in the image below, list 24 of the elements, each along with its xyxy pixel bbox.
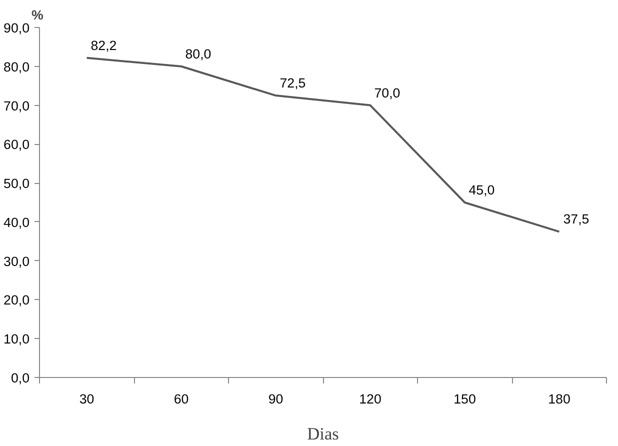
y-tick-label: 20,0: [4, 292, 30, 308]
y-tick-label: 30,0: [4, 254, 30, 269]
x-axis-title: Dias: [307, 424, 340, 444]
y-axis-title: %: [32, 8, 44, 22]
data-label: 45,0: [468, 182, 495, 198]
y-tick-label: 90,0: [4, 20, 30, 36]
data-label: 80,0: [185, 46, 212, 62]
y-tick-label: 80,0: [4, 59, 30, 74]
y-tick-label: 40,0: [4, 214, 30, 230]
x-tick-label: 120: [359, 392, 382, 406]
y-tick-label: 50,0: [4, 176, 30, 192]
data-label: 37,5: [563, 212, 590, 227]
x-tick-label: 180: [548, 392, 570, 406]
y-tick-label: 70,0: [4, 98, 30, 114]
x-tick-label: 60: [174, 392, 189, 406]
x-tick-label: 150: [454, 392, 476, 406]
data-label: 70,0: [374, 85, 400, 100]
data-label: 72,5: [280, 76, 306, 91]
y-tick-label: 0,0: [10, 370, 30, 386]
x-tick-label: 30: [79, 392, 94, 406]
y-tick-label: 10,0: [4, 332, 30, 347]
data-label: 82,2: [90, 38, 117, 53]
x-tick-label: 90: [268, 392, 284, 406]
y-tick-label: 60,0: [4, 137, 30, 152]
